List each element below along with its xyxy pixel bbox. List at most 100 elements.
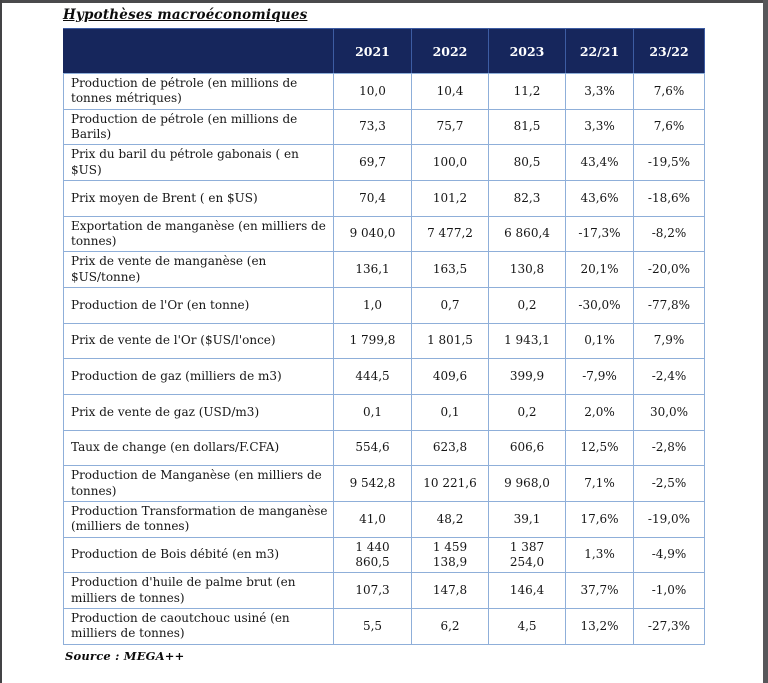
row-value: 9 968,0 [488, 465, 566, 502]
row-value: 0,1 [333, 393, 412, 431]
row-label: Production de Bois débité (en m3) [63, 536, 334, 574]
row-value: 147,8 [411, 572, 489, 610]
table-row: Prix de vente de manganèse (en $US/tonne… [63, 251, 705, 289]
row-label: Exportation de manganèse (en milliers de… [63, 215, 334, 253]
row-value: 554,6 [333, 429, 412, 467]
row-value: 7,9% [633, 322, 705, 360]
table-row: Production d'huile de palme brut (en mil… [63, 572, 705, 610]
row-value: 13,2% [565, 608, 634, 645]
row-value: 163,5 [411, 251, 489, 289]
row-value: 48,2 [411, 500, 489, 538]
row-value: -2,5% [633, 465, 705, 502]
table-row: Production Transformation de manganèse (… [63, 500, 705, 538]
row-value: 10,4 [411, 73, 489, 110]
row-value: 43,4% [565, 144, 634, 182]
row-value: 130,8 [488, 251, 566, 289]
table-body: Production de pétrole (en millions de to… [63, 73, 705, 645]
row-label: Production de l'Or (en tonne) [63, 287, 334, 324]
row-value: 146,4 [488, 572, 566, 610]
row-value: -8,2% [633, 215, 705, 253]
col-header-2021: 2021 [333, 28, 412, 74]
row-label: Production de caoutchouc usiné (en milli… [63, 608, 334, 645]
row-value: 136,1 [333, 251, 412, 289]
row-value: 81,5 [488, 108, 566, 146]
row-value: 6,2 [411, 608, 489, 645]
row-value: 9 040,0 [333, 215, 412, 253]
row-value: -27,3% [633, 608, 705, 645]
row-value: 69,7 [333, 144, 412, 182]
row-value: -18,6% [633, 180, 705, 217]
row-value: 0,1 [411, 393, 489, 431]
row-value: 1 799,8 [333, 322, 412, 360]
row-value: 100,0 [411, 144, 489, 182]
row-value: 70,4 [333, 180, 412, 217]
row-value: -19,0% [633, 500, 705, 538]
table-row: Production de l'Or (en tonne) 1,0 0,7 0,2 -3… [63, 287, 705, 324]
row-label: Production de pétrole (en millions de Ba… [63, 108, 334, 146]
row-label: Production de Manganèse (en milliers de … [63, 465, 334, 502]
table-row: Production de Manganèse (en milliers de … [63, 465, 705, 502]
table-title: Hypothèses macroéconomiques [63, 7, 308, 23]
table-row: Production de Bois débité (en m3) 1 440 8… [63, 536, 705, 574]
row-value: 11,2 [488, 73, 566, 110]
row-value: 3,3% [565, 108, 634, 146]
row-value: 20,1% [565, 251, 634, 289]
row-value: 7,1% [565, 465, 634, 502]
row-value: -30,0% [565, 287, 634, 324]
row-value: 82,3 [488, 180, 566, 217]
row-value: 9 542,8 [333, 465, 412, 502]
row-value: 1 459 138,9 [411, 536, 489, 574]
row-value: 7,6% [633, 108, 705, 146]
row-value: 1,3% [565, 536, 634, 574]
row-value: 10 221,6 [411, 465, 489, 502]
row-value: 75,7 [411, 108, 489, 146]
row-label: Prix de vente de gaz (USD/m3) [63, 393, 334, 431]
row-value: 3,3% [565, 73, 634, 110]
table-header-row: 2021 2022 2023 22/21 23/22 [63, 28, 705, 74]
row-value: 409,6 [411, 358, 489, 395]
row-value: 10,0 [333, 73, 412, 110]
row-label: Prix moyen de Brent ( en $US) [63, 180, 334, 217]
row-value: -19,5% [633, 144, 705, 182]
row-value: 444,5 [333, 358, 412, 395]
row-value: -2,8% [633, 429, 705, 467]
page-edge-top [0, 0, 768, 3]
row-value: 17,6% [565, 500, 634, 538]
col-header-label [63, 28, 334, 74]
row-value: 1 387 254,0 [488, 536, 566, 574]
row-value: 5,5 [333, 608, 412, 645]
row-value: 30,0% [633, 393, 705, 431]
row-value: 399,9 [488, 358, 566, 395]
row-value: -20,0% [633, 251, 705, 289]
row-value: 73,3 [333, 108, 412, 146]
col-header-22-21: 22/21 [565, 28, 634, 74]
row-label: Production d'huile de palme brut (en mil… [63, 572, 334, 610]
table-row: Prix moyen de Brent ( en $US) 70,4 101,2 82… [63, 180, 705, 217]
row-label: Production de pétrole (en millions de to… [63, 73, 334, 110]
row-value: 1 943,1 [488, 322, 566, 360]
row-value: 41,0 [333, 500, 412, 538]
table-row: Production de gaz (milliers de m3) 444,5 4… [63, 358, 705, 395]
row-value: 0,1% [565, 322, 634, 360]
table-row: Prix de vente de l'Or ($US/l'once) 1 799,… [63, 322, 705, 360]
row-value: 1 440 860,5 [333, 536, 412, 574]
row-value: 37,7% [565, 572, 634, 610]
table-row: Taux de change (en dollars/F.CFA) 554,6 62… [63, 429, 705, 467]
row-value: 606,6 [488, 429, 566, 467]
row-value: 0,2 [488, 393, 566, 431]
row-label: Production de gaz (milliers de m3) [63, 358, 334, 395]
row-value: -7,9% [565, 358, 634, 395]
table-row: Production de caoutchouc usiné (en milli… [63, 608, 705, 645]
table-header: 2021 2022 2023 22/21 23/22 [63, 28, 705, 74]
row-label: Prix de vente de l'Or ($US/l'once) [63, 322, 334, 360]
row-value: 2,0% [565, 393, 634, 431]
table-row: Production de pétrole (en millions de Ba… [63, 108, 705, 146]
row-label: Prix de vente de manganèse (en $US/tonne… [63, 251, 334, 289]
row-value: 107,3 [333, 572, 412, 610]
row-value: -1,0% [633, 572, 705, 610]
table-row: Production de pétrole (en millions de to… [63, 73, 705, 110]
row-label: Production Transformation de manganèse (… [63, 500, 334, 538]
row-value: 7,6% [633, 73, 705, 110]
row-value: -4,9% [633, 536, 705, 574]
